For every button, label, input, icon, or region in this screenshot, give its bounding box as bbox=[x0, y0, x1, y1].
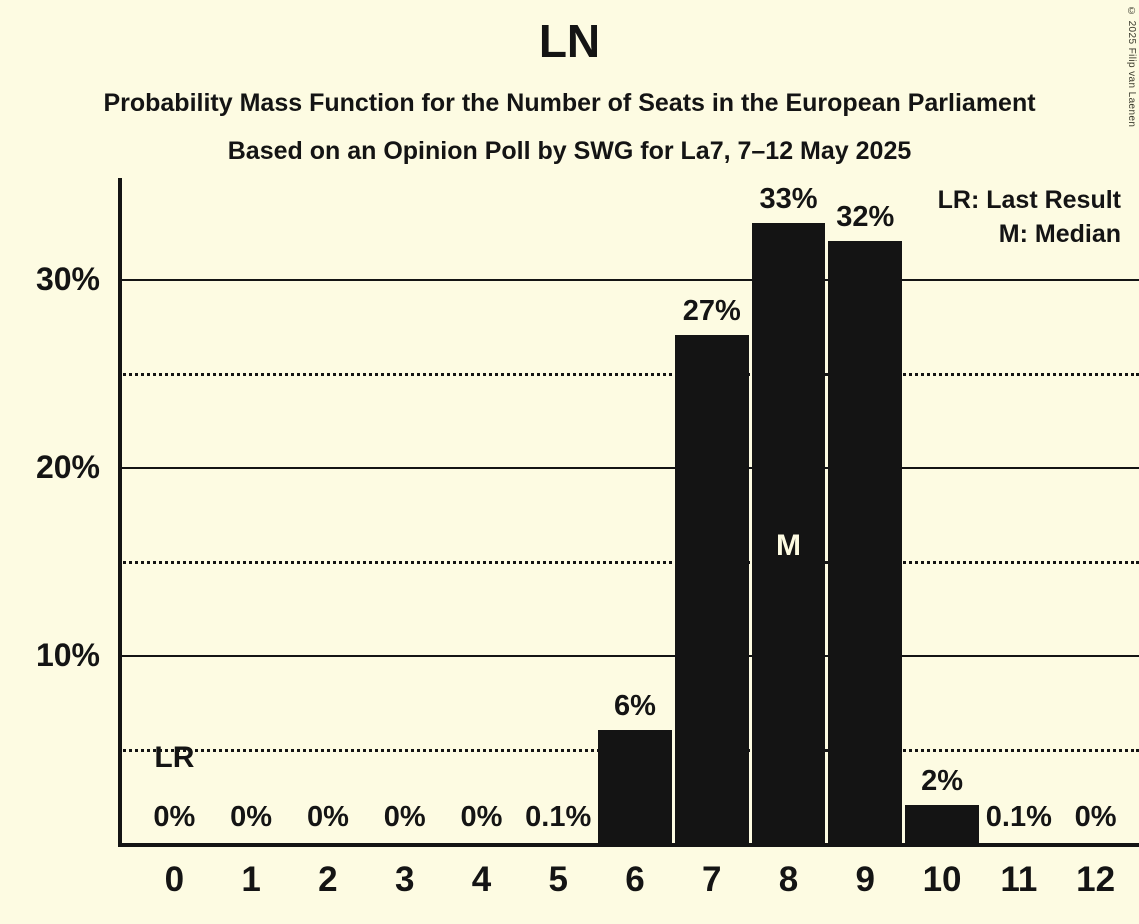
bar-series: 0% 0% 0% 0% 0% 0.1% 6% 27% 33% 32% 2% 0.1% 0% LR M bbox=[118, 178, 1139, 847]
legend-item-median: M: Median bbox=[998, 219, 1121, 248]
x-tick-5: 5 bbox=[548, 860, 568, 899]
bar-value-label-8: 33% bbox=[759, 182, 818, 215]
x-tick-1: 1 bbox=[241, 860, 261, 899]
median-marker: M bbox=[776, 529, 802, 562]
bar-value-label-10: 2% bbox=[921, 765, 964, 798]
last-result-marker: LR bbox=[154, 741, 195, 774]
gridline-25pct bbox=[118, 373, 1139, 376]
bar-value-label-11: 0.1% bbox=[985, 801, 1052, 833]
x-tick-4: 4 bbox=[471, 860, 492, 899]
plot-area: 0% 0% 0% 0% 0% 0.1% 6% 27% 33% 32% 2% 0.1% 0% LR M bbox=[118, 178, 1139, 847]
x-axis-line bbox=[118, 843, 1139, 847]
x-tick-0: 0 bbox=[164, 860, 185, 899]
x-tick-7: 7 bbox=[702, 860, 722, 899]
bar-value-label-6: 6% bbox=[614, 690, 656, 723]
y-axis-line bbox=[118, 178, 122, 847]
bar-seat-8[interactable] bbox=[751, 222, 826, 843]
chart-subtitle-secondary: Based on an Opinion Poll by SWG for La7,… bbox=[227, 137, 912, 165]
gridline-15pct bbox=[118, 561, 1139, 564]
chart-subtitle-primary: Probability Mass Function for the Number… bbox=[103, 89, 1036, 117]
y-tick-20pct: 20% bbox=[35, 449, 100, 485]
bar-seat-9[interactable] bbox=[828, 241, 903, 843]
x-tick-2: 2 bbox=[318, 860, 338, 899]
bar-seat-10[interactable] bbox=[905, 805, 979, 843]
gridline-30pct bbox=[118, 279, 1139, 281]
gridline-10pct bbox=[118, 655, 1139, 657]
x-tick-9: 9 bbox=[855, 860, 876, 899]
legend: LR: Last Result M: Median bbox=[938, 184, 1121, 251]
y-tick-30pct: 30% bbox=[35, 261, 100, 297]
legend-item-last-result: LR: Last Result bbox=[937, 186, 1121, 214]
x-tick-10: 10 bbox=[922, 860, 962, 899]
x-tick-11: 11 bbox=[1000, 860, 1038, 899]
bar-seat-7[interactable] bbox=[674, 335, 749, 843]
gridline-20pct bbox=[118, 467, 1139, 469]
bar-value-label-2: 0% bbox=[306, 801, 349, 833]
bar-value-label-3: 0% bbox=[383, 801, 426, 833]
x-tick-6: 6 bbox=[625, 860, 645, 899]
bar-seat-6[interactable] bbox=[598, 730, 672, 843]
y-tick-10pct: 10% bbox=[35, 637, 100, 673]
bar-value-label-5: 0.1% bbox=[525, 801, 592, 833]
bar-value-label-9: 32% bbox=[836, 201, 895, 234]
bar-value-label-4: 0% bbox=[460, 801, 503, 833]
x-axis-tick-labels: 0 1 2 3 4 5 6 7 8 9 10 11 12 bbox=[118, 862, 1139, 917]
x-tick-8: 8 bbox=[778, 860, 799, 899]
copyright-notice: © 2025 Filip van Laenen bbox=[1126, 6, 1137, 128]
bar-value-label-0: 0% bbox=[153, 801, 196, 833]
y-axis-tick-labels: 10% 20% 30% bbox=[0, 178, 110, 847]
bar-value-label-7: 27% bbox=[682, 295, 741, 328]
page-title: LN bbox=[538, 15, 601, 67]
bar-value-label-1: 0% bbox=[230, 801, 273, 833]
x-tick-12: 12 bbox=[1076, 860, 1116, 899]
bar-value-label-12: 0% bbox=[1074, 801, 1117, 833]
x-tick-3: 3 bbox=[394, 860, 415, 899]
